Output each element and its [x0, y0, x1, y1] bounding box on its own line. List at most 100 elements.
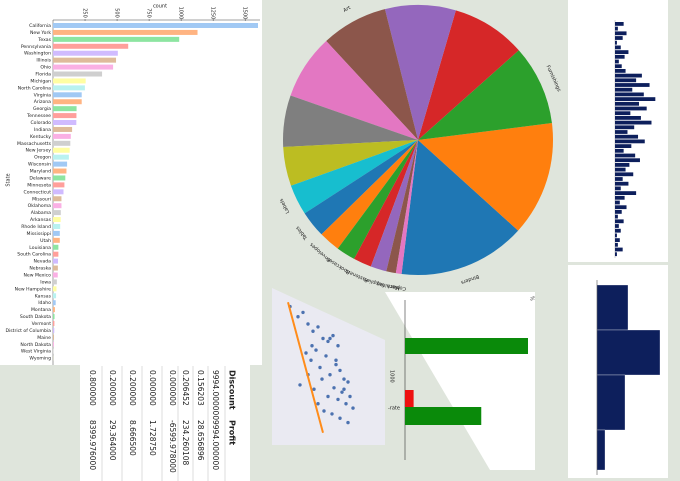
point	[310, 344, 314, 348]
bar	[596, 374, 626, 431]
bar	[53, 175, 66, 181]
bar	[53, 154, 69, 160]
point	[334, 358, 338, 362]
point	[328, 336, 332, 341]
bar	[53, 217, 61, 223]
x-tick-label: 1000	[178, 7, 184, 20]
y-tick-label: Kansas	[35, 293, 52, 299]
bar	[615, 191, 637, 195]
pie-slice	[326, 9, 418, 140]
bar	[53, 113, 77, 119]
bar	[615, 130, 628, 134]
y-tick-label: Wisconsin	[28, 162, 51, 168]
y-tick-label: New Hampshire	[15, 286, 52, 292]
bar	[615, 111, 631, 116]
pie-label: Furnishings	[545, 64, 562, 93]
bar	[615, 97, 656, 101]
pie-slice	[337, 140, 418, 259]
bar	[53, 244, 59, 250]
pie-slice	[384, 5, 456, 141]
bar	[615, 73, 642, 78]
y-tick-label: Indiana	[34, 127, 51, 133]
table-cell: 29.364000	[108, 420, 117, 461]
bar	[53, 50, 118, 56]
bar	[596, 284, 629, 331]
bar	[53, 327, 55, 333]
bar	[615, 31, 627, 36]
y-tick-label: Louisiana	[29, 245, 51, 251]
bar	[53, 348, 54, 354]
annotation: 1000	[389, 370, 395, 383]
y-tick-label: West Virginia	[21, 349, 51, 355]
bar	[615, 172, 634, 177]
y-axis-label: -rate	[388, 406, 400, 412]
point	[320, 377, 324, 381]
bar	[615, 238, 620, 242]
table-cell: 0.200000	[128, 370, 137, 406]
pie-slice	[418, 10, 519, 140]
bar	[53, 36, 180, 42]
pie-slice	[290, 41, 418, 140]
pie-slice	[283, 95, 418, 148]
bar	[53, 334, 55, 340]
bar	[53, 223, 61, 229]
point	[326, 339, 330, 344]
y-tick-label: Colorado	[30, 120, 51, 126]
pie-label: Tables	[295, 224, 310, 241]
table-cell: -6599.978000	[168, 420, 177, 473]
bar	[615, 116, 641, 120]
point	[312, 387, 316, 391]
bar	[615, 205, 627, 210]
pie-slice	[418, 123, 553, 231]
point	[298, 383, 302, 387]
y-tick-label: New Mexico	[23, 272, 51, 278]
pie-slice	[354, 140, 418, 267]
panel	[385, 292, 535, 470]
table-cell: 0.206452	[181, 370, 190, 406]
bar	[615, 195, 625, 200]
point	[314, 348, 318, 352]
pie-slice	[304, 140, 418, 235]
y-tick-label: Mississippi	[27, 231, 51, 237]
bar	[405, 338, 528, 354]
y-tick-label: Rhode Island	[21, 224, 51, 230]
table-cell: 8.666500	[128, 420, 137, 456]
bar	[615, 139, 645, 144]
bar	[53, 286, 57, 292]
table-cell: 8399.976000	[88, 420, 97, 470]
y-tick-label: Nebraska	[29, 266, 51, 272]
bar	[615, 87, 633, 92]
bar	[53, 106, 77, 112]
y-tick-label: Missouri	[32, 196, 51, 202]
point	[346, 380, 350, 384]
y-tick-label: Massachusetts	[17, 141, 52, 147]
bar	[615, 158, 640, 163]
bar	[53, 147, 70, 153]
y-tick-label: District of Columbia	[5, 328, 51, 334]
pie-slice	[290, 140, 418, 214]
pie-label: Labels	[278, 197, 291, 214]
x-tick-label: 1250	[210, 7, 216, 20]
bar	[615, 219, 624, 224]
table-cell: 9994.000000	[211, 420, 220, 470]
table-cell: 9994.000000	[211, 370, 220, 420]
bar	[615, 78, 637, 83]
bar	[53, 64, 114, 70]
y-tick-label: California	[29, 23, 51, 29]
bar	[615, 228, 621, 233]
point	[304, 351, 308, 355]
bar	[53, 85, 85, 91]
point	[351, 406, 355, 410]
bar	[53, 71, 103, 77]
pie-slice	[401, 140, 519, 275]
bar	[53, 189, 64, 195]
bar	[615, 26, 618, 31]
y-tick-label: Nevada	[33, 259, 51, 265]
point	[344, 402, 348, 406]
table-cell: 0.000000	[168, 370, 177, 406]
y-tick-label: South Dakota	[20, 314, 51, 320]
bar	[615, 167, 626, 172]
pie-label: Art	[342, 5, 351, 14]
point	[330, 412, 334, 416]
bar	[53, 210, 61, 216]
